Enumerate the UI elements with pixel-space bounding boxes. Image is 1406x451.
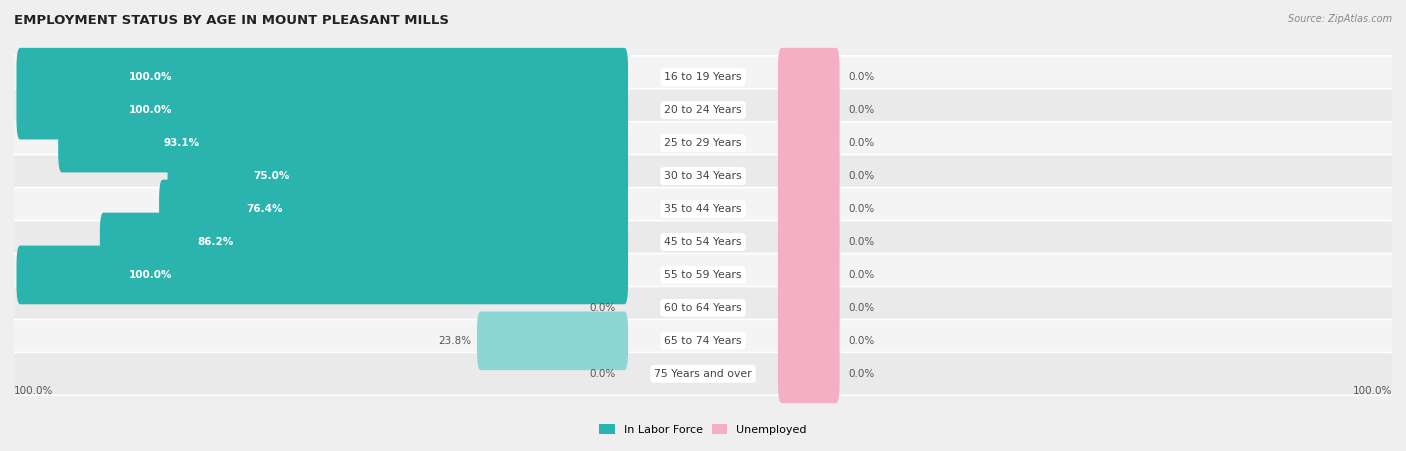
FancyBboxPatch shape [778,48,839,106]
Text: 100.0%: 100.0% [129,270,173,280]
FancyBboxPatch shape [13,221,1393,263]
Text: 100.0%: 100.0% [1353,386,1392,396]
FancyBboxPatch shape [13,286,1393,329]
FancyBboxPatch shape [477,312,628,370]
Text: 60 to 64 Years: 60 to 64 Years [664,303,742,313]
Legend: In Labor Force, Unemployed: In Labor Force, Unemployed [595,419,811,439]
Text: 35 to 44 Years: 35 to 44 Years [664,204,742,214]
FancyBboxPatch shape [778,246,839,304]
FancyBboxPatch shape [17,246,628,304]
Text: 76.4%: 76.4% [246,204,283,214]
Text: 0.0%: 0.0% [848,171,875,181]
FancyBboxPatch shape [167,147,628,205]
Text: 86.2%: 86.2% [197,237,233,247]
Text: 23.8%: 23.8% [439,336,471,346]
FancyBboxPatch shape [159,179,628,238]
FancyBboxPatch shape [100,213,628,272]
Text: EMPLOYMENT STATUS BY AGE IN MOUNT PLEASANT MILLS: EMPLOYMENT STATUS BY AGE IN MOUNT PLEASA… [14,14,449,27]
Text: 0.0%: 0.0% [848,138,875,148]
FancyBboxPatch shape [778,213,839,272]
Text: 55 to 59 Years: 55 to 59 Years [664,270,742,280]
FancyBboxPatch shape [778,312,839,370]
Text: 16 to 19 Years: 16 to 19 Years [664,72,742,82]
Text: 0.0%: 0.0% [848,336,875,346]
FancyBboxPatch shape [778,279,839,337]
Text: 0.0%: 0.0% [848,105,875,115]
Text: Source: ZipAtlas.com: Source: ZipAtlas.com [1288,14,1392,23]
Text: 20 to 24 Years: 20 to 24 Years [664,105,742,115]
Text: 0.0%: 0.0% [848,204,875,214]
Text: 45 to 54 Years: 45 to 54 Years [664,237,742,247]
FancyBboxPatch shape [13,89,1393,132]
FancyBboxPatch shape [13,188,1393,230]
FancyBboxPatch shape [778,179,839,238]
Text: 100.0%: 100.0% [129,105,173,115]
Text: 0.0%: 0.0% [848,237,875,247]
Text: 75 Years and over: 75 Years and over [654,369,752,379]
FancyBboxPatch shape [778,81,839,139]
Text: 25 to 29 Years: 25 to 29 Years [664,138,742,148]
Text: 0.0%: 0.0% [848,369,875,379]
Text: 75.0%: 75.0% [253,171,290,181]
FancyBboxPatch shape [778,114,839,172]
Text: 30 to 34 Years: 30 to 34 Years [664,171,742,181]
Text: 0.0%: 0.0% [589,369,616,379]
Text: 0.0%: 0.0% [848,72,875,82]
Text: 100.0%: 100.0% [14,386,53,396]
Text: 0.0%: 0.0% [848,303,875,313]
FancyBboxPatch shape [13,253,1393,296]
FancyBboxPatch shape [13,56,1393,99]
Text: 93.1%: 93.1% [163,138,200,148]
FancyBboxPatch shape [58,114,628,172]
FancyBboxPatch shape [778,147,839,205]
Text: 0.0%: 0.0% [589,303,616,313]
FancyBboxPatch shape [13,155,1393,198]
Text: 0.0%: 0.0% [848,270,875,280]
FancyBboxPatch shape [13,122,1393,165]
FancyBboxPatch shape [17,81,628,139]
Text: 100.0%: 100.0% [129,72,173,82]
FancyBboxPatch shape [13,319,1393,362]
FancyBboxPatch shape [778,345,839,403]
Text: 65 to 74 Years: 65 to 74 Years [664,336,742,346]
FancyBboxPatch shape [13,352,1393,395]
FancyBboxPatch shape [17,48,628,106]
